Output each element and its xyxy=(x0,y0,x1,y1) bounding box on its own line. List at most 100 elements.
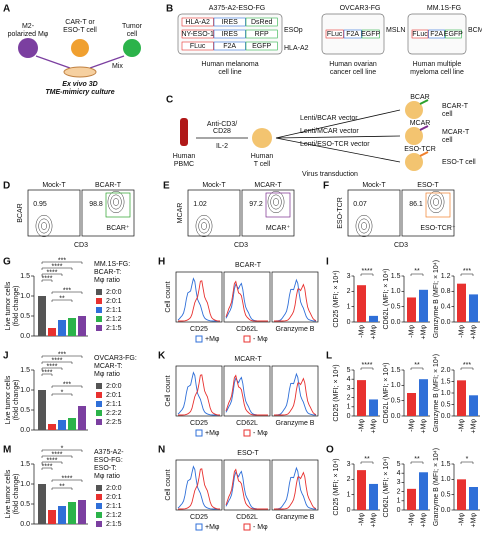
engineered-cell xyxy=(405,101,423,119)
bar xyxy=(369,483,378,510)
receptor xyxy=(419,151,429,157)
y-tick-label: 0.0 xyxy=(20,427,30,434)
flow-plot xyxy=(187,189,241,237)
macrophage-label: polarized Mφ xyxy=(8,31,49,38)
y-tick-label: 1.5 xyxy=(20,461,30,468)
legend-label: +Mφ xyxy=(205,524,220,531)
construct-box xyxy=(245,29,278,39)
x-tick-label: -Mφ xyxy=(358,419,365,432)
arrow xyxy=(275,135,401,139)
bar xyxy=(407,488,416,510)
x-tick-label: +Mφ xyxy=(470,419,477,434)
y-tick-label: 2 xyxy=(397,488,401,495)
significance-bracket xyxy=(51,487,73,490)
construct-box xyxy=(445,29,462,39)
construct-label: FLuc xyxy=(190,43,206,50)
legend-swatch xyxy=(96,512,102,518)
gate-label: BCAR⁺ xyxy=(106,225,129,232)
gate-label: ESO-TCR⁺ xyxy=(420,225,456,232)
y-tick-label: 0.5 xyxy=(391,398,401,405)
y-tick-label: 1.0 xyxy=(20,387,30,394)
significance-bracket xyxy=(51,299,73,302)
blood-tube xyxy=(180,118,188,146)
flow-plot xyxy=(347,189,401,237)
flow-plot xyxy=(81,189,135,237)
y-axis-label: (fold change) xyxy=(13,380,20,421)
y-axis-label: CD62L (MFI; × 10⁴) xyxy=(383,363,390,424)
cell-line-name: A375-A2-ESO-FG xyxy=(209,5,265,12)
legend-label: 2:2:5 xyxy=(106,419,122,426)
bar xyxy=(38,296,46,336)
y-tick-label: 2.0 xyxy=(441,367,451,374)
significance-label: * xyxy=(466,456,469,463)
construct-label: IRES xyxy=(221,19,238,26)
significance-bracket xyxy=(360,461,374,464)
legend-title: Mφ ratio xyxy=(94,473,120,480)
legend-swatch xyxy=(96,419,102,425)
y-tick-label: 0.4 xyxy=(441,304,451,311)
t-cell-label: T cell xyxy=(254,161,271,168)
x-tick-label: +Mφ xyxy=(420,419,427,434)
y-axis-label: CD25 (MFI; × 10⁴) xyxy=(333,364,340,421)
legend-title: ESO-FG: xyxy=(94,457,123,464)
engineered-cell-label: MCAR-T xyxy=(442,129,470,136)
legend-swatch xyxy=(96,521,102,527)
histogram-curve xyxy=(273,372,317,416)
legend-label: 2:1:2 xyxy=(106,512,122,519)
histogram-x-label: CD62L xyxy=(236,514,258,521)
y-tick-label: 1.5 xyxy=(441,378,451,385)
vector-label: Lenti/MCAR vector xyxy=(300,128,359,135)
contour xyxy=(270,194,282,210)
legend-swatch xyxy=(195,335,203,343)
histogram-curve xyxy=(178,280,221,322)
y-tick-label: 1.0 xyxy=(20,481,30,488)
t-cell-label: ESO-T cell xyxy=(63,27,97,34)
construct-label: FLuc xyxy=(327,31,343,38)
contour xyxy=(198,218,210,234)
bar xyxy=(58,320,66,336)
arrow xyxy=(275,109,401,139)
bar xyxy=(78,316,86,336)
legend-title: MM.1S-FG: xyxy=(94,261,130,268)
x-tick-label: -Mφ xyxy=(358,325,365,338)
histogram-x-label: CD25 xyxy=(190,420,208,427)
histogram-curve xyxy=(273,278,317,322)
legend-title: A375-A2- xyxy=(94,449,124,456)
construct-box xyxy=(181,41,214,51)
bar xyxy=(357,380,366,416)
significance-label: **** xyxy=(42,369,53,376)
legend-label: - Mφ xyxy=(253,336,268,343)
bar xyxy=(369,315,378,322)
legend-label: 2:1:1 xyxy=(106,307,122,314)
y-tick-label: 1.0 xyxy=(391,288,401,295)
x-tick-label: -Mφ xyxy=(408,419,415,432)
histogram-y-label: Cell count xyxy=(165,469,172,500)
bar xyxy=(419,472,428,510)
significance-bracket xyxy=(51,479,83,482)
contour xyxy=(107,190,125,214)
panel-letter: E xyxy=(163,181,170,192)
legend-label: 2:1:1 xyxy=(106,503,122,510)
y-tick-label: 0.0 xyxy=(20,521,30,528)
y-axis-label: Granzyme B (MFI; × 10⁴) xyxy=(433,448,440,526)
legend-swatch xyxy=(243,335,251,343)
significance-bracket xyxy=(41,273,63,276)
x-tick-label: -Mφ xyxy=(458,325,465,338)
cell-line-caption: myeloma cell line xyxy=(410,69,464,76)
bar xyxy=(469,294,478,322)
construct-box xyxy=(245,17,278,27)
engineered-cell-label: BCAR-T xyxy=(442,103,469,110)
y-tick-label: 3 xyxy=(347,385,351,392)
y-tick-label: 1 xyxy=(397,498,401,505)
histogram-x-label: CD25 xyxy=(190,326,208,333)
y-tick-label: 1.5 xyxy=(20,273,30,280)
y-tick-label: 4 xyxy=(347,376,351,383)
y-tick-label: 3 xyxy=(397,479,401,486)
contour xyxy=(267,190,285,214)
y-tick-label: 0 xyxy=(347,413,351,420)
panel-letter: L xyxy=(326,351,332,362)
construct-label: EGFP xyxy=(361,31,380,38)
arrow xyxy=(275,137,401,163)
histogram-curve xyxy=(178,468,221,510)
significance-bracket xyxy=(41,467,53,470)
